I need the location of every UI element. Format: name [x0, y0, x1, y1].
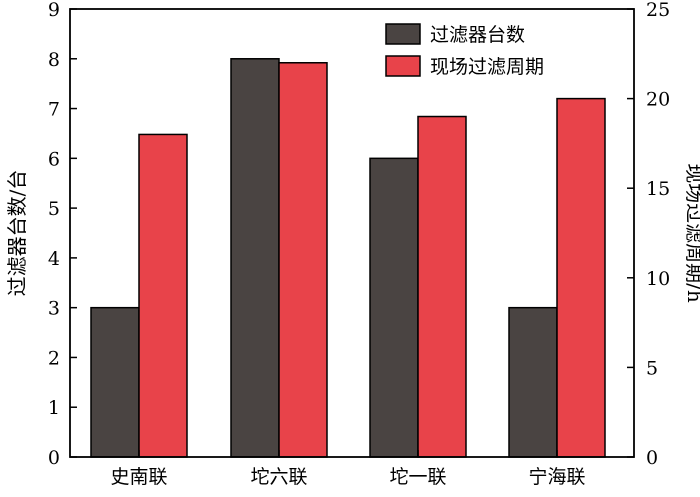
right-tick-label: 5 [646, 357, 658, 379]
bar-filter-count [369, 157, 419, 458]
category-labels-group: 史南联 坨六联 坨一联 宁海联 [110, 450, 586, 488]
right-tick-label: 0 [646, 447, 658, 469]
legend-label-filter-count: 过滤器台数 [430, 24, 525, 46]
bar-filter-cycle [556, 97, 606, 458]
legend-label-filter-cycle: 现场过滤周期 [430, 56, 544, 78]
bar-filter-count [230, 58, 280, 458]
legend-swatch-filter-count [385, 23, 421, 45]
y-axis-right-label: 现场过滤周期/h [683, 163, 700, 303]
bar-filter-count [508, 306, 558, 458]
legend-swatch-filter-cycle [385, 55, 421, 77]
bar-filter-cycle [138, 133, 188, 458]
left-tick-label: 9 [48, 0, 60, 21]
right-tick-label: 15 [646, 178, 670, 200]
right-tick-label: 10 [646, 268, 670, 290]
left-tick-label: 8 [48, 49, 60, 71]
left-tick-label: 1 [48, 397, 60, 419]
left-tick-label: 2 [48, 347, 60, 369]
right-ticks-group: 0 5 10 15 20 25 [627, 0, 670, 469]
axes-group [69, 8, 635, 458]
left-tick-label: 6 [48, 148, 60, 170]
category-label: 坨六联 [250, 466, 307, 488]
left-tick-label: 0 [48, 447, 60, 469]
category-label: 坨一联 [389, 466, 446, 488]
left-tick-label: 7 [48, 99, 60, 121]
left-tick-label: 5 [48, 198, 60, 220]
plot-frame [69, 8, 635, 458]
category-label: 宁海联 [528, 466, 585, 488]
left-tick-label: 3 [48, 298, 60, 320]
legend: 过滤器台数 现场过滤周期 [385, 23, 544, 78]
bar-filter-cycle [278, 62, 328, 458]
bar-filter-cycle [417, 115, 467, 458]
right-tick-label: 25 [646, 0, 670, 21]
bars-group [90, 58, 606, 458]
right-tick-label: 20 [646, 89, 670, 111]
left-tick-label: 4 [48, 248, 60, 270]
category-label: 史南联 [110, 466, 167, 488]
bar-filter-count [90, 306, 140, 458]
left-ticks-group: 0 1 2 3 4 5 6 7 8 9 [48, 0, 77, 469]
y-axis-left-label: 过滤器台数/台 [5, 170, 29, 297]
